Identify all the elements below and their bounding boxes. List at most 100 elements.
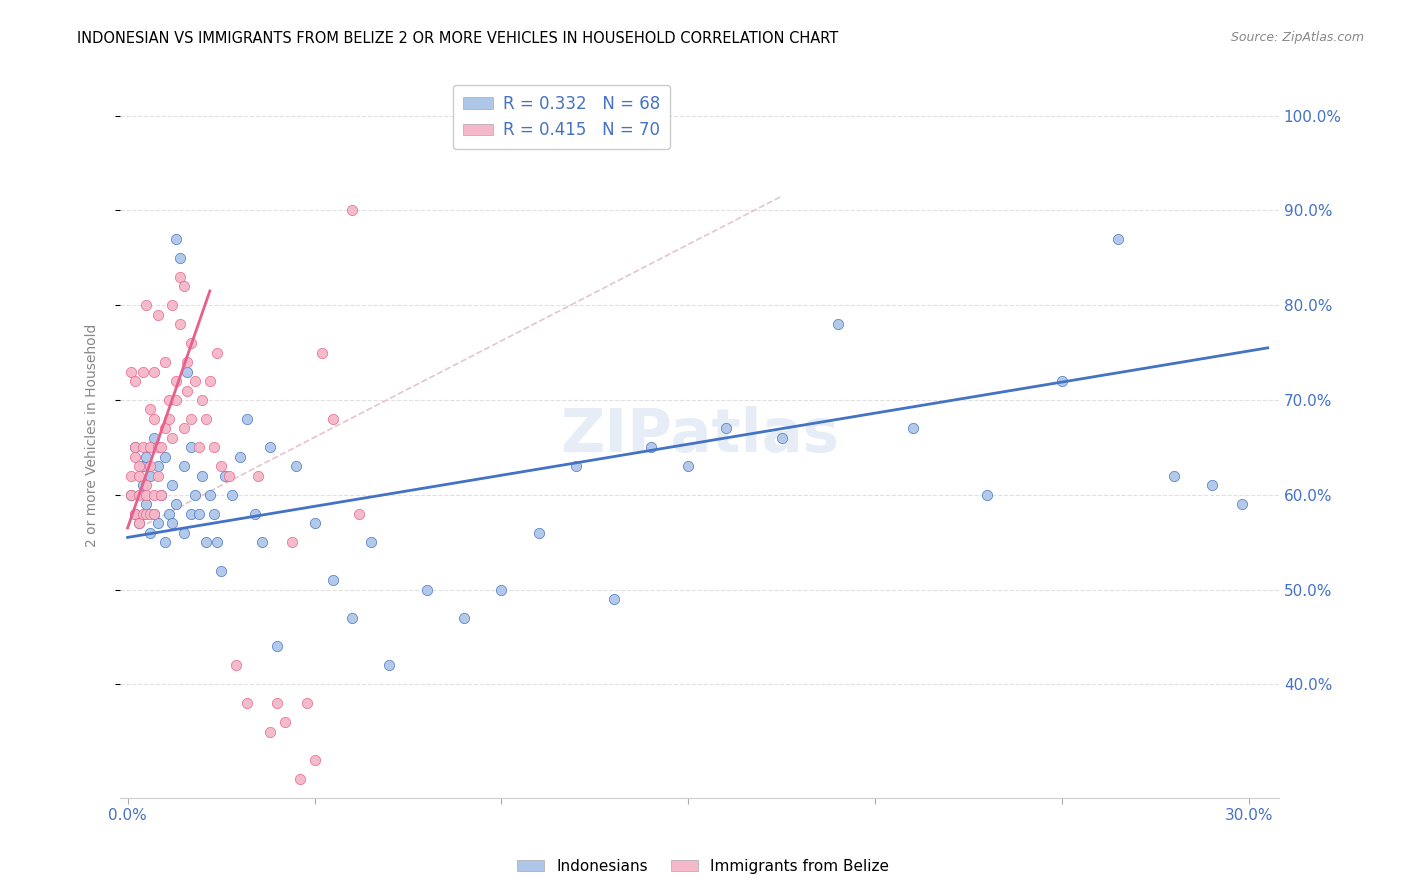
Point: [1230, 497, 1253, 511]
Point: [173, 459, 195, 474]
Point: [128, 468, 150, 483]
Point: [139, 507, 162, 521]
Point: [173, 421, 195, 435]
Point: [304, 753, 326, 767]
Point: [157, 392, 180, 407]
Point: [135, 478, 157, 492]
Point: [120, 365, 142, 379]
Point: [173, 525, 195, 540]
Point: [214, 468, 236, 483]
Point: [770, 431, 793, 445]
Point: [1107, 232, 1129, 246]
Point: [128, 516, 150, 531]
Point: [218, 468, 240, 483]
Point: [153, 421, 176, 435]
Point: [180, 441, 202, 455]
Point: [1050, 374, 1073, 388]
Point: [378, 658, 401, 673]
Point: [139, 468, 162, 483]
Y-axis label: 2 or more Vehicles in Household: 2 or more Vehicles in Household: [86, 324, 100, 547]
Point: [169, 251, 191, 265]
Point: [135, 450, 157, 464]
Point: [195, 412, 218, 426]
Point: [360, 535, 382, 549]
Point: [184, 374, 207, 388]
Point: [120, 468, 142, 483]
Point: [153, 450, 176, 464]
Point: [266, 640, 288, 654]
Point: [901, 421, 924, 435]
Point: [153, 355, 176, 369]
Point: [124, 507, 146, 521]
Point: [139, 525, 162, 540]
Text: Source: ZipAtlas.com: Source: ZipAtlas.com: [1230, 31, 1364, 45]
Point: [207, 345, 229, 359]
Point: [128, 516, 150, 531]
Point: [146, 468, 169, 483]
Point: [184, 488, 207, 502]
Point: [295, 696, 318, 710]
Point: [288, 772, 311, 786]
Point: [202, 441, 225, 455]
Point: [243, 507, 266, 521]
Point: [176, 355, 198, 369]
Point: [202, 507, 225, 521]
Point: [640, 441, 662, 455]
Point: [209, 564, 232, 578]
Point: [191, 392, 214, 407]
Legend: R = 0.332   N = 68, R = 0.415   N = 70: R = 0.332 N = 68, R = 0.415 N = 70: [453, 85, 671, 149]
Point: [124, 374, 146, 388]
Point: [169, 317, 191, 331]
Point: [340, 611, 363, 625]
Point: [165, 374, 187, 388]
Point: [527, 525, 550, 540]
Point: [602, 592, 624, 607]
Point: [139, 402, 162, 417]
Point: [165, 392, 187, 407]
Point: [714, 421, 737, 435]
Point: [150, 488, 173, 502]
Point: [139, 441, 162, 455]
Point: [142, 507, 165, 521]
Legend: Indonesians, Immigrants from Belize: Indonesians, Immigrants from Belize: [510, 853, 896, 880]
Point: [281, 535, 304, 549]
Point: [180, 412, 202, 426]
Point: [120, 488, 142, 502]
Point: [146, 516, 169, 531]
Point: [131, 507, 153, 521]
Point: [209, 459, 232, 474]
Point: [678, 459, 700, 474]
Point: [139, 459, 162, 474]
Point: [187, 441, 209, 455]
Point: [415, 582, 437, 597]
Point: [207, 535, 229, 549]
Point: [153, 535, 176, 549]
Point: [195, 535, 218, 549]
Point: [827, 317, 849, 331]
Point: [176, 384, 198, 398]
Point: [180, 507, 202, 521]
Point: [157, 507, 180, 521]
Point: [131, 365, 153, 379]
Point: [236, 696, 259, 710]
Point: [180, 336, 202, 351]
Point: [162, 478, 184, 492]
Point: [135, 497, 157, 511]
Point: [322, 412, 344, 426]
Point: [124, 450, 146, 464]
Point: [1201, 478, 1223, 492]
Point: [162, 298, 184, 312]
Point: [157, 412, 180, 426]
Point: [340, 203, 363, 218]
Point: [176, 365, 198, 379]
Point: [491, 582, 513, 597]
Point: [169, 269, 191, 284]
Point: [146, 308, 169, 322]
Point: [131, 459, 153, 474]
Point: [165, 497, 187, 511]
Point: [150, 488, 173, 502]
Point: [247, 468, 270, 483]
Point: [146, 459, 169, 474]
Point: [150, 441, 173, 455]
Point: [173, 279, 195, 293]
